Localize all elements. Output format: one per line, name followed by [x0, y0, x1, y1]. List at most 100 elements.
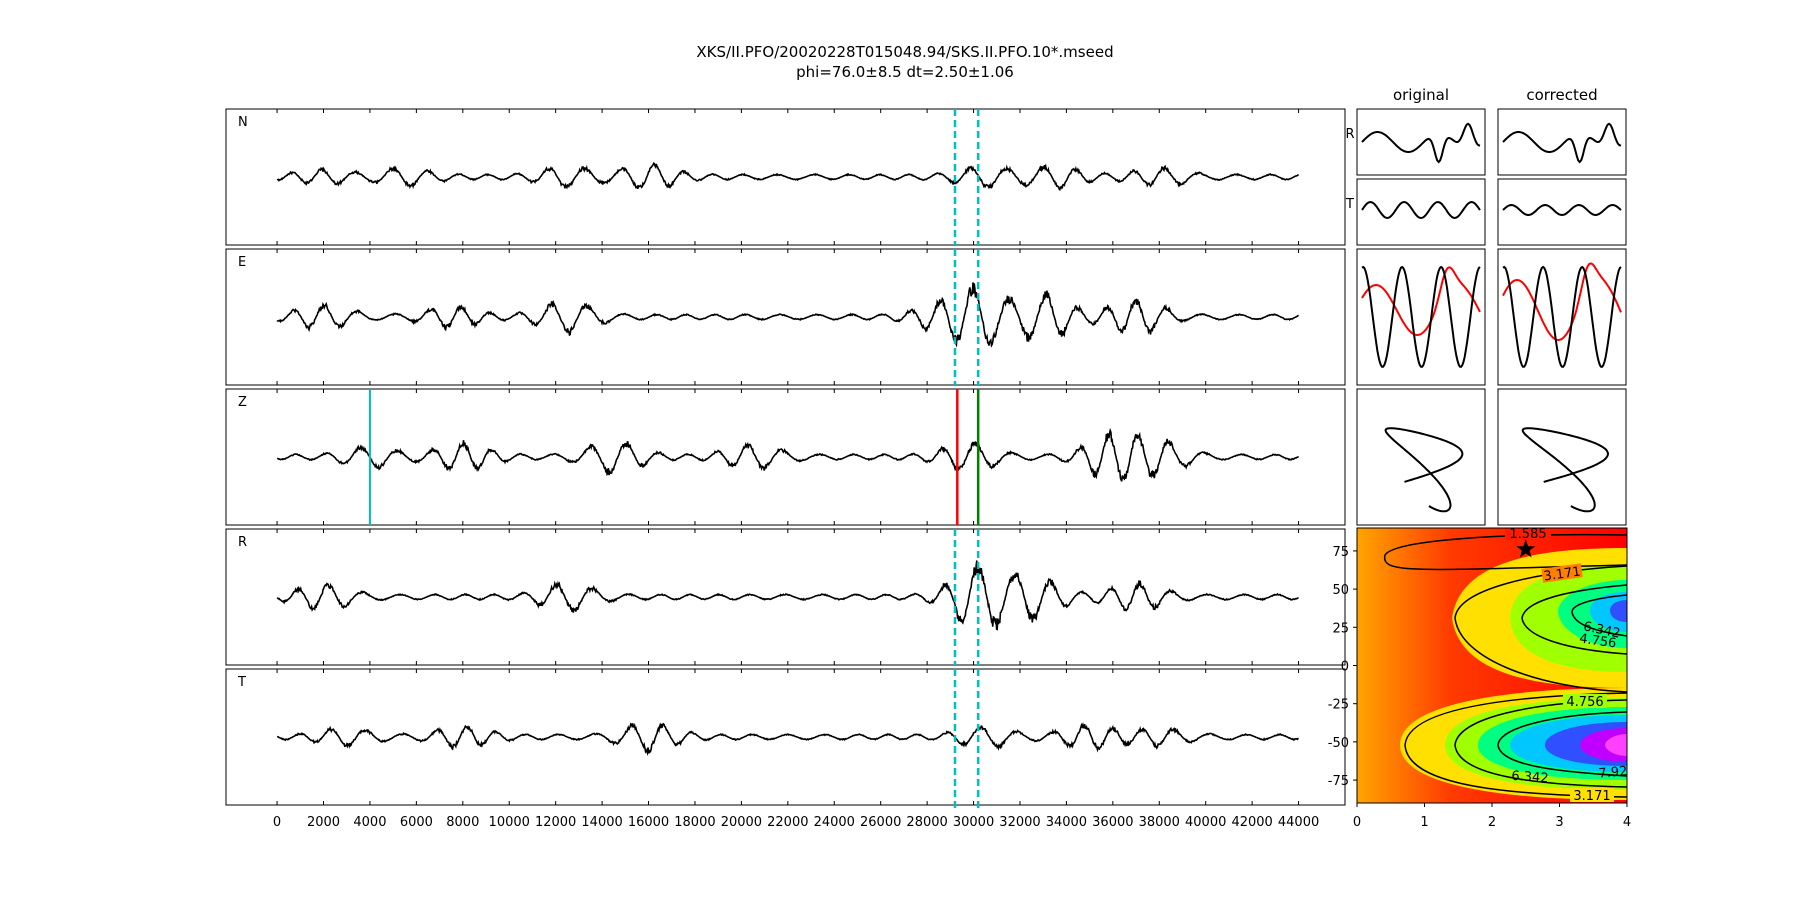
particle-motion-original [1384, 427, 1464, 513]
panel-frame-e [225, 248, 1346, 386]
heatmap-x-tick-label: 2 [1488, 815, 1496, 830]
panel-frame-r [225, 528, 1346, 666]
heatmap-axes: 0 1 2 3 4 75 50 25 0 -25 -50 -75 [1328, 545, 1631, 830]
panel-frame-z [225, 388, 1346, 526]
side-trace-r-corrected [1502, 122, 1622, 164]
trace-t [276, 721, 1299, 757]
trace-r [276, 560, 1299, 631]
contour-line-3 [1521, 584, 1627, 655]
side-frame-0-0 [1356, 108, 1486, 176]
x-tick-label: 24000 [814, 815, 855, 830]
grid-search-heatmap: 1.585 3.171 6.342 4.756 4.756 7.927 6.34… [1328, 527, 1636, 830]
contour-label-4756-lower: 4.756 [1566, 695, 1603, 710]
x-tick-label: 28000 [906, 815, 947, 830]
x-tick-label: 40000 [1185, 815, 1226, 830]
contour-label-7927: 7.927 [1598, 763, 1636, 781]
heatmap-y-tick-label: 75 [1332, 545, 1349, 560]
row-label-r: R [1345, 127, 1354, 142]
heatmap-y-tick-label: 50 [1332, 583, 1349, 598]
panel-t: T [225, 668, 1346, 806]
side-frame-0-3 [1356, 388, 1486, 526]
heatmap-x-tick-label: 3 [1555, 815, 1563, 830]
heatmap-x-tick-label: 1 [1420, 815, 1428, 830]
trace-n [276, 162, 1299, 192]
side-frame-1-1 [1497, 178, 1627, 246]
heatmap-level-7b [1605, 734, 1627, 756]
heatmap-level-5 [1610, 600, 1627, 622]
x-tick-label: 32000 [999, 815, 1040, 830]
x-tick-label: 18000 [674, 815, 715, 830]
panel-e: E [225, 248, 1346, 386]
panel-label-t: T [237, 675, 246, 690]
panel-label-r: R [238, 535, 247, 550]
x-tick-label: 6000 [400, 815, 433, 830]
x-tick-label: 2000 [307, 815, 340, 830]
x-tick-label: 26000 [860, 815, 901, 830]
x-tick-label: 36000 [1092, 815, 1133, 830]
contour-label-1: 1.585 [1509, 527, 1546, 542]
contour-label-bg-1 [1505, 528, 1551, 540]
seismogram-panels: N E Z R T 0 2000 4000 6000 8000 10000 12000 14000 160… [225, 108, 1346, 830]
x-tick-label: 20000 [721, 815, 762, 830]
heatmap-y-tick-label: 0 [1341, 660, 1349, 675]
contour-label-bg-3 [1563, 694, 1607, 708]
x-tick-label: 14000 [581, 815, 622, 830]
panel-n: N [225, 108, 1346, 246]
heatmap-y-tick-label: 25 [1332, 621, 1349, 636]
trace-e [276, 282, 1299, 348]
trace-z [276, 427, 1300, 482]
side-frame-1-2 [1497, 248, 1627, 386]
x-tick-label: 34000 [1046, 815, 1087, 830]
contour-line-4 [1571, 594, 1627, 637]
side-frame-0-1 [1356, 178, 1486, 246]
contour-line-7 [1497, 711, 1627, 777]
contour-label-2: 3.171 [1543, 564, 1582, 584]
contour-label-4756: 4.756 [1578, 631, 1617, 651]
column-title-corrected: corrected [1526, 86, 1597, 104]
heatmap-x-tick-label: 0 [1353, 815, 1361, 830]
x-tick-label: 30000 [953, 815, 994, 830]
best-fit-star [1516, 539, 1536, 558]
particle-motion-corrected [1521, 427, 1610, 513]
side-trace-t-original [1361, 200, 1481, 220]
side-trace-red-original [1361, 266, 1481, 337]
x-tick-label: 44000 [1278, 815, 1319, 830]
row-label-t: T [1345, 197, 1354, 212]
panel-z: Z [225, 388, 1346, 526]
contour-label-bg-2 [1541, 563, 1583, 583]
panel-label-n: N [238, 115, 248, 130]
side-frame-1-3 [1497, 388, 1627, 526]
contour-line-5 [1404, 692, 1627, 798]
x-tick-label: 8000 [446, 815, 479, 830]
side-frame-1-0 [1497, 108, 1627, 176]
contour-label-bg-4 [1570, 788, 1614, 802]
column-title-original: original [1393, 86, 1449, 104]
x-tick-label: 0 [273, 815, 281, 830]
panel-r: R [225, 528, 1346, 666]
heatmap-x-tick-label: 4 [1623, 815, 1631, 830]
panel-label-e: E [238, 255, 246, 270]
chart-subtitle: phi=76.0±8.5 dt=2.50±1.06 [796, 63, 1014, 81]
contour-label-3171-lower: 3.171 [1573, 789, 1610, 804]
chart-title: XKS/II.PFO/20020228T015048.94/SKS.II.PFO… [696, 43, 1113, 61]
contour-line-6 [1454, 699, 1627, 788]
x-tick-label: 12000 [535, 815, 576, 830]
side-trace-t-corrected [1502, 203, 1622, 217]
panel-label-z: Z [238, 395, 247, 410]
side-trace-black-original [1361, 265, 1481, 368]
x-tick-label: 38000 [1139, 815, 1180, 830]
heatmap-y-tick-label: -50 [1328, 736, 1349, 751]
x-tick-label: 4000 [353, 815, 386, 830]
contour-label-6342-lower: 6.342 [1511, 769, 1549, 787]
side-trace-red-corrected [1502, 262, 1622, 342]
side-trace-r-original [1361, 122, 1481, 164]
x-tick-label: 16000 [628, 815, 669, 830]
side-frame-0-2 [1356, 248, 1486, 386]
heatmap-y-tick-label: -25 [1328, 698, 1349, 713]
x-tick-label: 22000 [767, 815, 808, 830]
side-trace-black-corrected [1502, 265, 1622, 368]
heatmap-y-tick-label: -75 [1328, 774, 1349, 789]
x-tick-label: 42000 [1231, 815, 1272, 830]
